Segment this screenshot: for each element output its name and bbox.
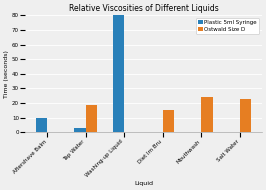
Y-axis label: Time (seconds): Time (seconds)	[4, 50, 9, 98]
Bar	[36, 118, 47, 132]
Bar	[163, 110, 174, 132]
Bar	[74, 128, 86, 132]
Bar	[240, 99, 251, 132]
Bar	[201, 97, 213, 132]
X-axis label: Liquid: Liquid	[134, 181, 153, 186]
Title: Relative Viscosities of Different Liquids: Relative Viscosities of Different Liquid…	[69, 4, 218, 13]
Bar	[113, 15, 124, 132]
Legend: Plastic 5ml Syringe, Ostwald Size D: Plastic 5ml Syringe, Ostwald Size D	[196, 18, 259, 34]
Bar	[86, 105, 97, 132]
